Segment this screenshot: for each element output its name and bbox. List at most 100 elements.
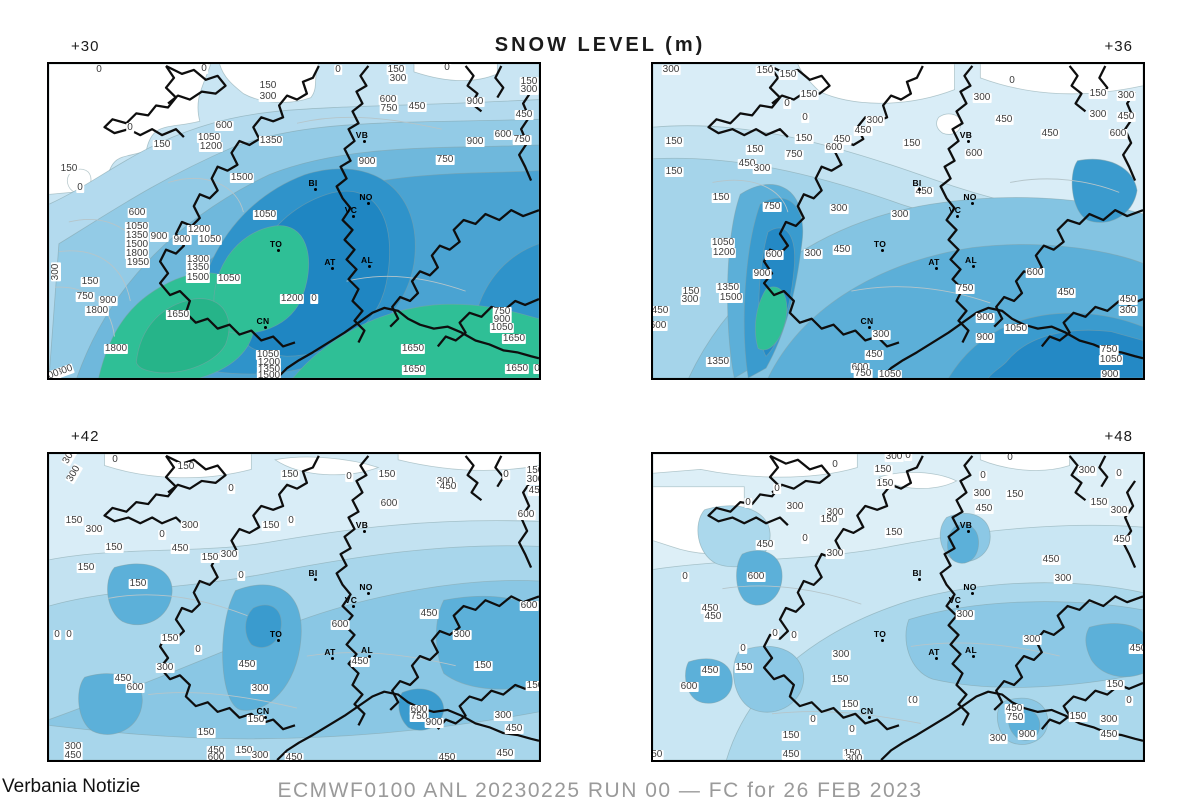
contour-label: 300: [493, 710, 513, 721]
contour-label: 0: [801, 533, 809, 544]
contour-label: 900: [149, 231, 169, 242]
contour-label: 900: [465, 96, 485, 107]
contour-label: 300: [829, 203, 849, 214]
city-dot-bi: [918, 578, 921, 581]
contour-label: 150: [258, 80, 278, 91]
contour-label: 0: [287, 515, 295, 526]
contour-label: 450: [206, 745, 226, 756]
map-panel-plus42: +423003000150150001503004500150300450150…: [47, 428, 541, 762]
contour-label: 600: [653, 321, 668, 331]
contour-label: 750: [853, 368, 873, 379]
snow-level-shade-region: [397, 454, 539, 471]
snow-level-shade-region: [878, 471, 958, 489]
region-border: [335, 455, 370, 726]
region-border: [389, 595, 539, 711]
contour-label: 150: [799, 89, 819, 100]
contour-label: 750: [492, 306, 512, 317]
contour-label: 300: [1118, 305, 1138, 316]
city-dot-al: [972, 655, 975, 658]
city-dot-vc: [956, 215, 959, 218]
contour-label: 150: [128, 578, 148, 589]
contour-label: 0: [158, 529, 166, 540]
city-marker-al: AL: [965, 645, 977, 655]
contour-label: 0: [227, 483, 235, 494]
contour-label: 1650: [504, 363, 530, 374]
contour-line: [346, 275, 466, 292]
city-marker-no: NO: [359, 192, 373, 202]
contour-label: 450: [1128, 644, 1143, 654]
contour-label: 300: [988, 733, 1008, 744]
map-canvas: [49, 454, 539, 760]
contour-label: 1350: [256, 364, 282, 375]
contour-label: 1300: [185, 254, 211, 265]
contour-label: 900: [1017, 729, 1037, 740]
city-dot-cn: [868, 326, 871, 329]
panel-hour-label: +48: [1104, 428, 1133, 445]
city-marker-vb: VB: [959, 520, 973, 530]
contour-label: 900: [752, 268, 772, 279]
contour-label: 900: [975, 312, 995, 323]
contour-line: [296, 116, 442, 130]
contour-label: 150: [59, 163, 79, 174]
contour-label: 600: [824, 142, 844, 153]
region-border: [1098, 455, 1109, 488]
city-marker-vc: VC: [344, 595, 358, 605]
region-border: [769, 454, 831, 494]
contour-label: 150: [681, 286, 701, 297]
contour-label: 0: [310, 293, 318, 304]
contour-label: 300: [1088, 109, 1108, 120]
contour-label: 150: [525, 466, 539, 476]
city-marker-cn: CN: [256, 316, 270, 326]
city-dot-to: [277, 249, 280, 252]
contour-label: 150: [280, 469, 300, 480]
map-panel-plus48: +48 300 0 150 150 0 0 300 300 150 150 450 0 300 0 600 45…: [651, 428, 1145, 762]
contour-label: 150: [1005, 489, 1025, 500]
contour-label: 450: [113, 673, 133, 684]
city-marker-al: AL: [965, 255, 977, 265]
contour-label: 900: [424, 717, 444, 728]
region-border: [494, 65, 505, 99]
region-border: [158, 455, 320, 731]
contour-label: 1950: [125, 257, 151, 268]
contour-label: 1050: [196, 132, 222, 143]
contour-label: 1800: [124, 248, 150, 259]
contour-label: 1650: [400, 343, 426, 354]
contour-label: 0: [831, 459, 839, 470]
city-dot-al: [972, 265, 975, 268]
contour-label: 150: [664, 166, 684, 177]
contour-label: 600: [214, 120, 234, 131]
snow-level-shade-region: [733, 645, 805, 713]
city-marker-cn: CN: [860, 706, 874, 716]
contour-label: 300: [865, 115, 885, 126]
contour-label: 300: [452, 629, 472, 640]
contour-label: 150: [200, 552, 220, 563]
city-dot-no: [971, 592, 974, 595]
region-border: [436, 682, 539, 730]
contour-label: 1200: [279, 293, 305, 304]
city-marker-al: AL: [361, 645, 373, 655]
contour-label: 450: [350, 656, 370, 667]
contour-label: 1200: [711, 247, 737, 258]
snow-level-shade-region: [987, 329, 1143, 378]
region-border: [464, 455, 483, 502]
region-border: [1122, 480, 1137, 568]
city-dot-bi: [918, 188, 921, 191]
contour-label: 0: [739, 643, 747, 654]
contour-label: 300: [388, 73, 408, 84]
contour-label: 150: [473, 660, 493, 671]
contour-label: 450: [994, 114, 1014, 125]
contour-label: 450: [832, 244, 852, 255]
contour-label: 450: [438, 481, 458, 492]
city-marker-at: AT: [324, 257, 336, 267]
contour-label: 750: [435, 154, 455, 165]
region-border: [389, 209, 539, 328]
city-dot-cn: [264, 326, 267, 329]
city-dot-bi: [314, 578, 317, 581]
city-dot-to: [881, 249, 884, 252]
contour-label: 600: [378, 94, 398, 105]
snow-level-shade-region: [1085, 623, 1143, 678]
map-frame: 300 0 150 150 0 0 300 300 150 150 450 0 300 0 600 450 0 0…: [651, 452, 1145, 762]
contour-label: 0: [771, 628, 779, 639]
city-dot-to: [881, 639, 884, 642]
